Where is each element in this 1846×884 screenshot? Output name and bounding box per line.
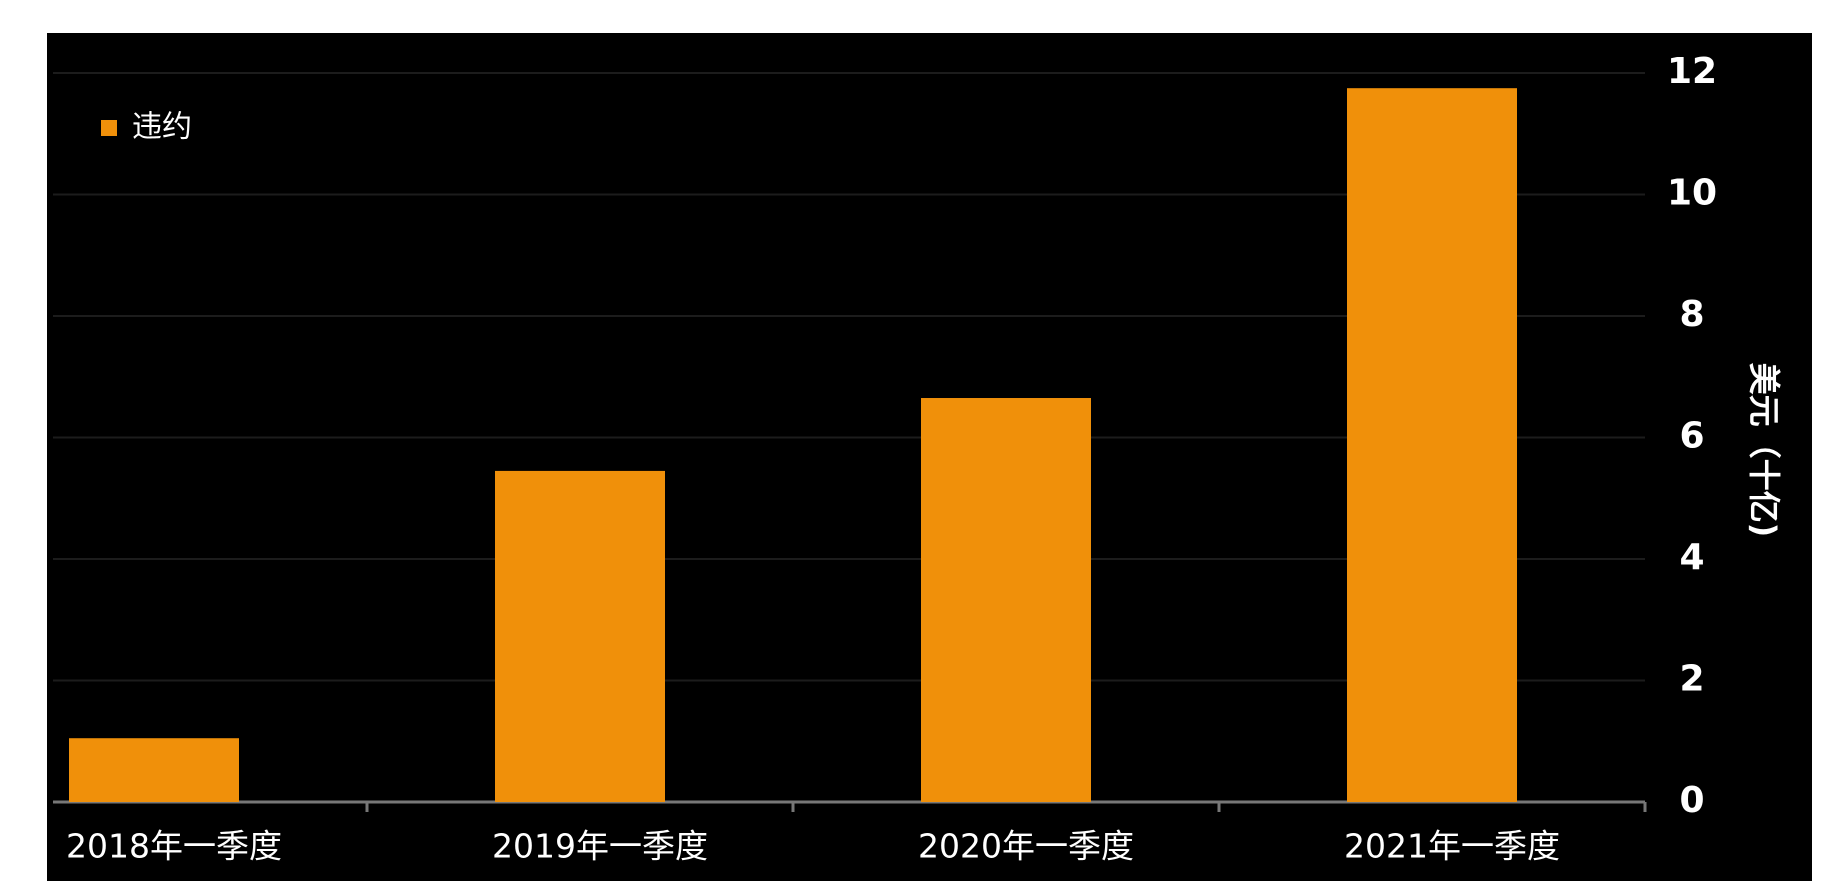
- legend-label: 违约: [132, 110, 192, 145]
- y-tick-label: 6: [1679, 416, 1704, 457]
- y-tick-label: 4: [1679, 537, 1704, 578]
- x-tick-label: 2018年一季度: [66, 827, 282, 866]
- y-tick-label: 12: [1667, 51, 1717, 92]
- y-tick-label: 2: [1679, 659, 1704, 700]
- bar: [921, 398, 1091, 802]
- y-axis-title: 美元（十亿): [1745, 363, 1783, 538]
- bar: [69, 738, 239, 802]
- x-tick-label: 2021年一季度: [1344, 827, 1560, 866]
- x-tick-label: 2019年一季度: [492, 827, 708, 866]
- x-tick-label: 2020年一季度: [918, 827, 1134, 866]
- legend-swatch: [101, 120, 117, 136]
- bar: [495, 470, 665, 802]
- y-tick-label: 8: [1679, 294, 1704, 335]
- bar: [1347, 88, 1517, 802]
- y-tick-label: 10: [1667, 173, 1717, 214]
- y-tick-label: 0: [1679, 780, 1704, 821]
